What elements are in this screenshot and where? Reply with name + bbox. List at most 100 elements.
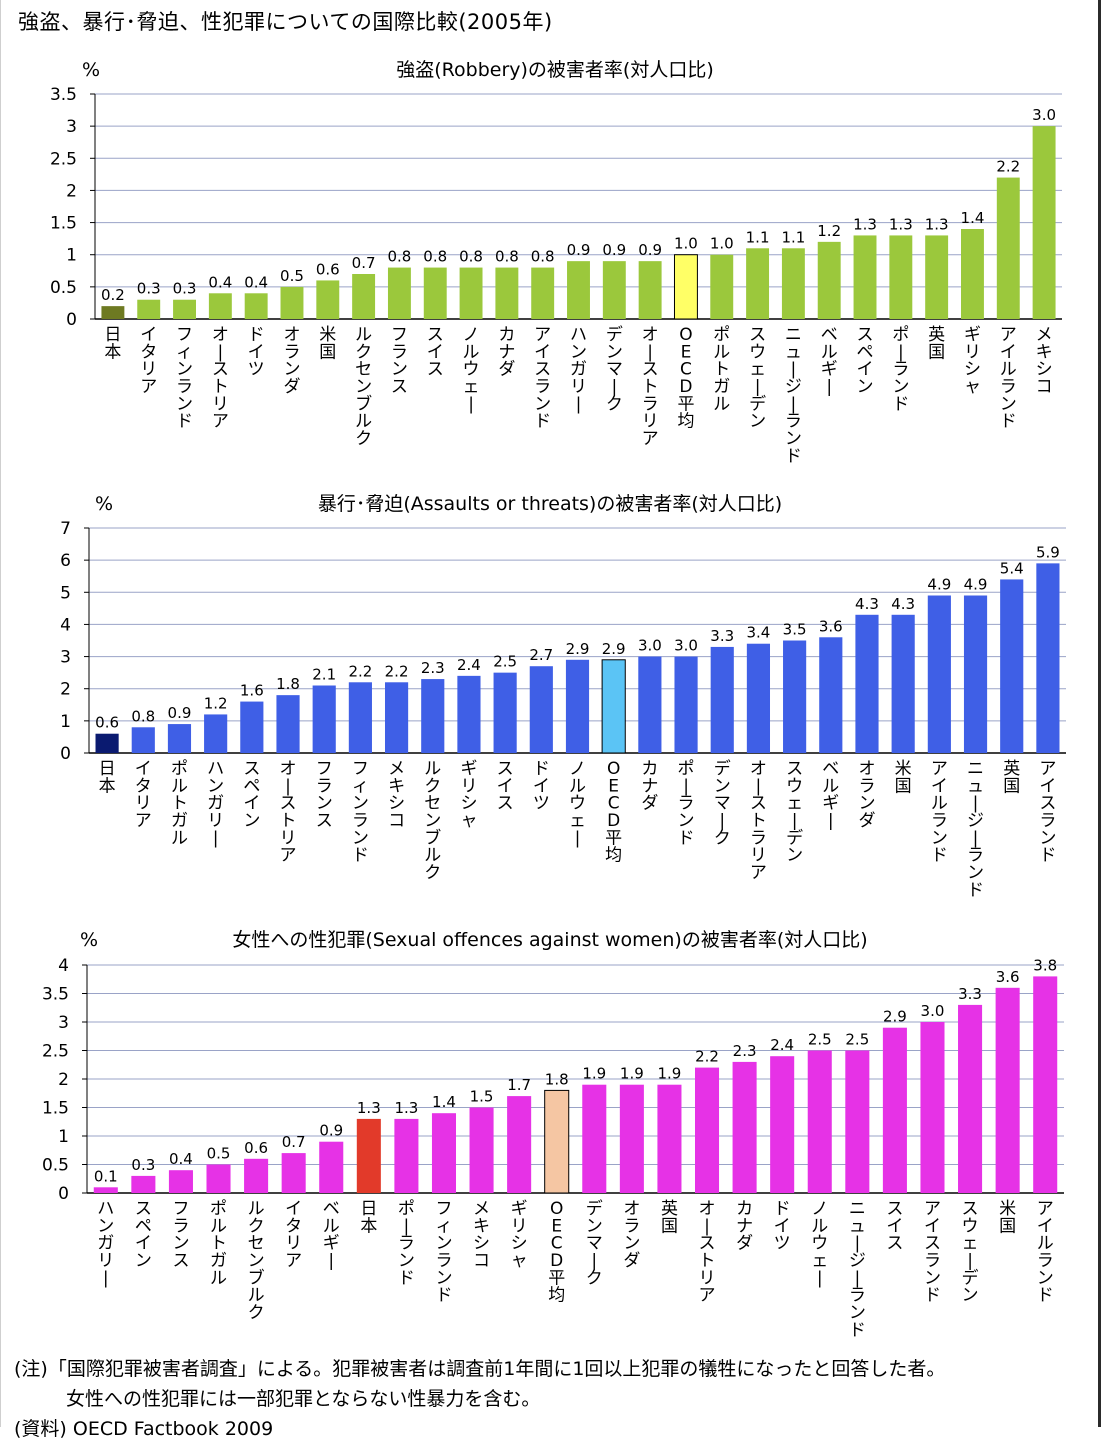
assault-bar xyxy=(493,672,517,753)
robbery-category-label: デンマ|ク xyxy=(606,324,623,414)
robbery-category-label: ハンガリ| xyxy=(570,325,587,414)
robbery-category-label: ギリシャ xyxy=(964,325,981,397)
page-title: 強盗、暴行･脅迫、性犯罪についての国際比較(2005年) xyxy=(18,10,553,34)
robbery-bar xyxy=(316,280,340,319)
sexual-data-label: 2.4 xyxy=(770,1036,794,1054)
sexual-bar xyxy=(657,1084,682,1193)
sexual-bar xyxy=(995,987,1020,1193)
assault-bar xyxy=(1000,579,1024,753)
sexual-bar xyxy=(168,1170,193,1193)
assault-category-label: ベルギ| xyxy=(822,759,839,831)
robbery-data-label: 0.2 xyxy=(101,286,125,304)
robbery-data-label: 1.1 xyxy=(781,228,805,246)
sexual-category-label: メキシコ xyxy=(473,1199,490,1271)
sexual-y-tick-label: 0.5 xyxy=(42,1156,69,1176)
assault-data-label: 3.0 xyxy=(638,637,662,655)
assault-bar xyxy=(276,695,300,753)
robbery-bar xyxy=(673,254,698,320)
assault-data-label: 5.9 xyxy=(1036,543,1060,561)
robbery-category-label: ベルギ| xyxy=(821,325,838,397)
source-note: (資料) OECD Factbook 2009 xyxy=(14,1418,274,1440)
robbery-bar xyxy=(173,299,196,319)
sexual-category-label: 米国 xyxy=(999,1199,1016,1236)
robbery-bar xyxy=(853,235,877,319)
assault-category-label: ルクセンブルク xyxy=(424,759,441,883)
assault-data-label: 2.2 xyxy=(385,662,409,680)
robbery-data-label: 1.3 xyxy=(889,215,913,233)
robbery-data-label: 0.9 xyxy=(567,241,591,259)
sexual-bar xyxy=(920,1022,945,1193)
assault-data-label: 3.5 xyxy=(783,621,807,639)
assault-data-label: 4.9 xyxy=(964,576,988,594)
sexual-category-label: オランダ xyxy=(623,1199,640,1271)
assault-data-label: 4.3 xyxy=(891,595,915,613)
assault-category-label: 英国 xyxy=(1003,759,1020,796)
sexual-data-label: 1.3 xyxy=(357,1099,381,1117)
robbery-category-label: O E C D 平均 xyxy=(677,325,694,432)
assault-bar xyxy=(565,659,590,753)
sexual-bar xyxy=(544,1089,570,1194)
sexual-data-label: 0.5 xyxy=(207,1145,231,1163)
robbery-y-unit-label: % xyxy=(82,59,100,81)
robbery-bar xyxy=(567,261,590,319)
robbery-category-label: ルクセンブルク xyxy=(355,325,372,449)
assault-category-label: ノルウェ| xyxy=(569,759,586,848)
sexual-data-label: 3.6 xyxy=(996,968,1020,986)
assault-bar xyxy=(204,714,228,753)
robbery-y-tick-label: 0.5 xyxy=(50,278,77,298)
robbery-category-label: ニュ|ジ|ランド xyxy=(785,325,802,466)
robbery-data-label: 1.3 xyxy=(925,215,949,233)
sexual-category-label: デンマ|ク xyxy=(586,1198,603,1288)
assault-data-label: 2.2 xyxy=(348,662,372,680)
sexual-bar xyxy=(431,1113,457,1193)
sexual-data-label: 0.4 xyxy=(169,1150,193,1168)
robbery-data-label: 3.0 xyxy=(1032,106,1056,124)
assault-bar xyxy=(927,595,951,753)
robbery-category-label: ポ|ランド xyxy=(892,325,909,414)
robbery-y-tick-label: 2 xyxy=(66,181,77,201)
robbery-bar xyxy=(459,267,483,319)
sexual-bar xyxy=(469,1107,494,1193)
robbery-bar xyxy=(817,241,841,319)
robbery-data-label: 0.8 xyxy=(387,248,411,266)
assault-bar xyxy=(710,646,734,753)
sexual-bar xyxy=(507,1096,532,1193)
robbery-bar xyxy=(387,267,411,319)
robbery-bar xyxy=(101,306,125,319)
assault-data-label: 2.1 xyxy=(312,666,336,684)
sexual-data-label: 2.5 xyxy=(845,1031,869,1049)
robbery-category-label: オ|ストラリア xyxy=(642,325,659,449)
assault-y-tick-label: 1 xyxy=(60,712,71,732)
sexual-bar xyxy=(319,1141,344,1193)
assault-category-label: オランダ xyxy=(858,759,875,831)
sexual-data-label: 3.8 xyxy=(1033,956,1057,974)
assault-category-label: ポ|ランド xyxy=(678,759,695,848)
robbery-category-label: メキシコ xyxy=(1036,325,1053,397)
assault-data-label: 3.4 xyxy=(746,624,770,642)
robbery-data-label: 0.8 xyxy=(495,248,519,266)
robbery-data-label: 0.4 xyxy=(208,273,232,291)
sexual-category-label: ドイツ xyxy=(774,1199,791,1254)
assault-data-label: 4.9 xyxy=(927,576,951,594)
assault-category-label: スペイン xyxy=(243,759,260,831)
note-line-2: 女性への性犯罪には一部犯罪とならない性暴力を含む。 xyxy=(66,1388,541,1410)
assault-bar xyxy=(891,614,915,753)
robbery-category-label: ポルトガル xyxy=(713,325,730,414)
robbery-data-label: 0.9 xyxy=(638,241,662,259)
assault-data-label: 5.4 xyxy=(1000,559,1024,577)
assault-category-label: ポルトガル xyxy=(171,759,188,848)
robbery-category-label: オ|ストリア xyxy=(212,325,229,432)
robbery-category-label: オランダ xyxy=(283,325,300,397)
sexual-bar xyxy=(807,1050,832,1193)
robbery-category-label: フランス xyxy=(391,325,408,397)
assault-bar xyxy=(963,595,988,753)
sexual-y-tick-label: 2 xyxy=(58,1070,69,1090)
sexual-bar xyxy=(356,1118,381,1193)
robbery-category-label: ドイツ xyxy=(248,325,265,380)
robbery-data-label: 1.3 xyxy=(853,215,877,233)
robbery-bar xyxy=(531,267,555,319)
sexual-data-label: 1.9 xyxy=(582,1065,606,1083)
robbery-bar xyxy=(889,235,913,319)
assault-y-tick-label: 0 xyxy=(60,744,71,764)
